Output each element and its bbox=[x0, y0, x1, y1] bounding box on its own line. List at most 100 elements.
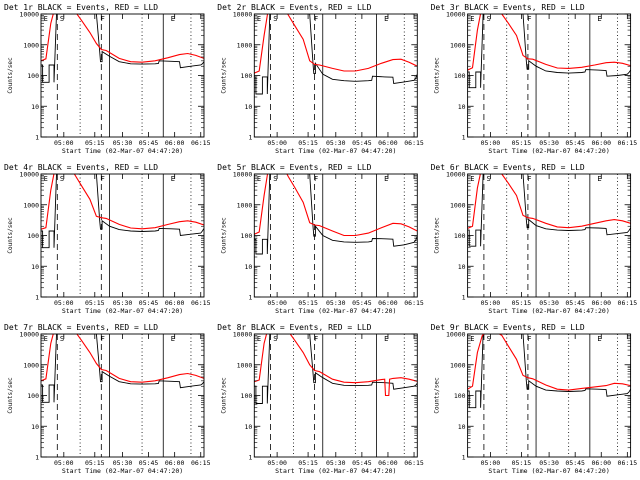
chart-title: Det 9r BLACK = Events, RED = LLD bbox=[431, 323, 585, 332]
plot-frame bbox=[40, 333, 205, 458]
x-tick-label: 06:00 bbox=[591, 139, 611, 147]
series-line-events bbox=[254, 14, 418, 95]
series-line-events bbox=[254, 174, 418, 255]
y-tick-label: 1 bbox=[35, 454, 39, 462]
y-tick-label: 1 bbox=[462, 454, 466, 462]
x-tick-label: 05:45 bbox=[565, 299, 585, 307]
y-axis-label: Counts/sec bbox=[220, 217, 227, 254]
x-axis-label: Start Time (02-Mar-07 04:47:20) bbox=[275, 467, 396, 475]
y-tick-label: 10000 bbox=[446, 331, 466, 339]
x-axis-label: Start Time (02-Mar-07 04:47:20) bbox=[62, 467, 183, 475]
x-tick-label: 05:00 bbox=[267, 139, 287, 147]
x-tick-label: 05:45 bbox=[565, 139, 585, 147]
chart-title: Det 8r BLACK = Events, RED = LLD bbox=[217, 323, 371, 332]
detector-panel-3: Det 3r BLACK = Events, RED = LLD E S F E 1 10 1… bbox=[431, 3, 638, 155]
x-tick-label: 06:15 bbox=[404, 459, 424, 467]
flag-code-label: E bbox=[597, 175, 601, 183]
flag-code-label: F bbox=[101, 175, 105, 183]
y-tick-label: 10 bbox=[244, 103, 252, 111]
plot-frame bbox=[253, 13, 418, 138]
plot-frame bbox=[467, 13, 632, 138]
y-tick-label: 10000 bbox=[19, 11, 39, 19]
y-tick-label: 100 bbox=[27, 392, 39, 400]
y-tick-label: 100 bbox=[241, 392, 253, 400]
x-tick-label: 05:15 bbox=[512, 139, 532, 147]
detector-panel-6: Det 6r BLACK = Events, RED = LLD E S F E 1 10 1… bbox=[431, 163, 638, 315]
y-tick-label: 10000 bbox=[233, 11, 253, 19]
x-tick-label: 05:00 bbox=[481, 459, 501, 467]
series-line-events bbox=[41, 334, 204, 403]
plot-frame bbox=[467, 173, 632, 298]
x-tick-label: 05:45 bbox=[139, 299, 159, 307]
y-tick-label: 10000 bbox=[446, 11, 466, 19]
flag-code-label: S bbox=[273, 175, 277, 183]
x-tick-label: 05:30 bbox=[113, 299, 133, 307]
x-tick-label: 06:00 bbox=[165, 139, 185, 147]
x-tick-label: 06:00 bbox=[378, 459, 398, 467]
y-tick-label: 1 bbox=[248, 134, 252, 142]
flag-code-label: F bbox=[314, 15, 318, 23]
x-tick-label: 05:30 bbox=[539, 139, 559, 147]
y-tick-label: 10 bbox=[244, 423, 252, 431]
plot-frame bbox=[253, 173, 418, 298]
flag-code-label: E bbox=[171, 15, 175, 23]
x-tick-label: 05:00 bbox=[54, 299, 74, 307]
y-axis-label: Counts/sec bbox=[220, 57, 227, 94]
x-tick-label: 06:15 bbox=[618, 139, 638, 147]
flag-code-label: E bbox=[470, 335, 474, 343]
x-tick-label: 05:30 bbox=[113, 139, 133, 147]
detector-panel-8: Det 8r BLACK = Events, RED = LLD E S F E 1 10 1… bbox=[217, 323, 424, 475]
detector-panel-2: Det 2r BLACK = Events, RED = LLD E S F E 1 10 1… bbox=[217, 3, 424, 155]
x-tick-label: 05:30 bbox=[326, 459, 346, 467]
y-tick-label: 10000 bbox=[19, 331, 39, 339]
y-tick-label: 10000 bbox=[233, 331, 253, 339]
y-tick-label: 100 bbox=[241, 232, 253, 240]
x-tick-label: 06:15 bbox=[191, 139, 211, 147]
y-axis-label: Counts/sec bbox=[7, 377, 14, 414]
series-line-events bbox=[41, 174, 204, 249]
chart-title: Det 2r BLACK = Events, RED = LLD bbox=[217, 3, 371, 12]
flag-code-label: S bbox=[60, 175, 64, 183]
y-tick-label: 1000 bbox=[450, 361, 466, 369]
x-tick-label: 05:15 bbox=[298, 299, 318, 307]
x-tick-label: 06:15 bbox=[191, 299, 211, 307]
y-tick-label: 1 bbox=[248, 294, 252, 302]
y-axis-label: Counts/sec bbox=[220, 377, 227, 414]
y-tick-label: 100 bbox=[454, 392, 466, 400]
y-tick-label: 1 bbox=[35, 294, 39, 302]
flag-code-label: S bbox=[487, 175, 491, 183]
x-tick-label: 06:00 bbox=[165, 459, 185, 467]
flag-code-label: S bbox=[60, 335, 64, 343]
y-tick-label: 1000 bbox=[237, 201, 253, 209]
x-tick-label: 06:15 bbox=[404, 299, 424, 307]
flag-code-label: F bbox=[101, 335, 105, 343]
flag-code-label: E bbox=[597, 15, 601, 23]
x-axis-label: Start Time (02-Mar-07 04:47:20) bbox=[62, 307, 183, 315]
series-line-lld bbox=[467, 14, 631, 71]
flag-code-label: S bbox=[273, 335, 277, 343]
x-tick-label: 05:15 bbox=[512, 459, 532, 467]
y-tick-label: 10 bbox=[458, 103, 466, 111]
series-line-lld bbox=[254, 334, 418, 397]
y-axis-label: Counts/sec bbox=[434, 217, 441, 254]
flag-code-label: F bbox=[527, 15, 531, 23]
x-tick-label: 05:45 bbox=[139, 459, 159, 467]
plot-frame bbox=[253, 333, 418, 458]
x-tick-label: 06:15 bbox=[404, 139, 424, 147]
y-tick-label: 10000 bbox=[19, 171, 39, 179]
series-line-events bbox=[467, 14, 631, 89]
y-tick-label: 1000 bbox=[23, 201, 39, 209]
series-line-lld bbox=[467, 174, 631, 229]
y-tick-label: 10 bbox=[31, 103, 39, 111]
y-tick-label: 100 bbox=[454, 232, 466, 240]
x-axis-label: Start Time (02-Mar-07 04:47:20) bbox=[275, 307, 396, 315]
x-axis-label: Start Time (02-Mar-07 04:47:20) bbox=[62, 147, 183, 155]
flag-code-label: S bbox=[487, 335, 491, 343]
x-tick-label: 05:15 bbox=[85, 139, 105, 147]
flag-code-label: E bbox=[384, 175, 388, 183]
flag-code-label: F bbox=[101, 15, 105, 23]
x-tick-label: 05:00 bbox=[481, 139, 501, 147]
y-tick-label: 10 bbox=[458, 423, 466, 431]
x-tick-label: 05:30 bbox=[113, 459, 133, 467]
y-tick-label: 1000 bbox=[23, 361, 39, 369]
